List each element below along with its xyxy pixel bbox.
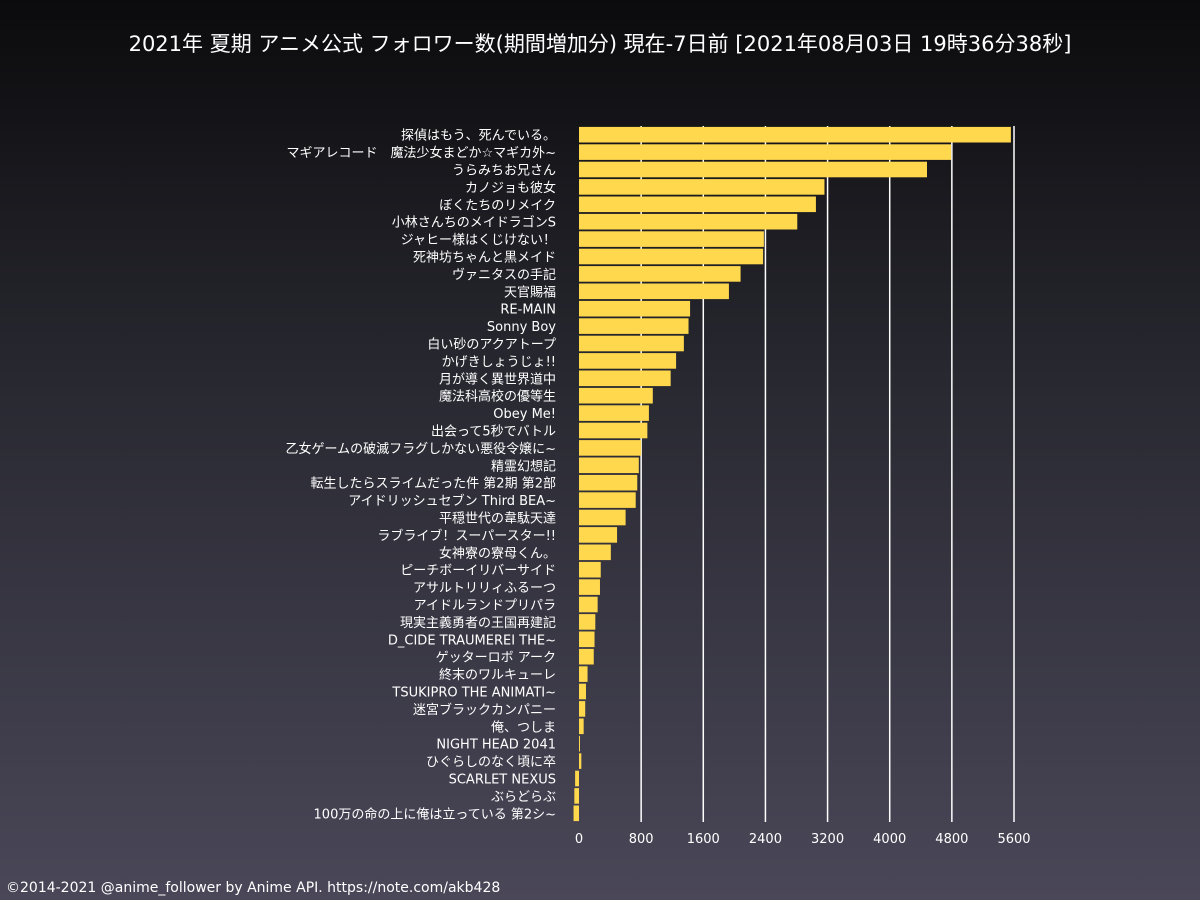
category-label: 死神坊ちゃんと黒メイド (413, 251, 556, 266)
bar (579, 266, 741, 282)
bar (579, 144, 952, 160)
footer-credit: ©2014-2021 @anime_follower by Anime API.… (6, 880, 501, 896)
category-label: 乙女ゲームの破滅フラグしかない悪役令嬢に~ (285, 441, 556, 457)
bar (579, 179, 825, 195)
category-label: SCARLET NEXUS (449, 773, 556, 788)
bar (579, 405, 649, 421)
category-label: アイドリッシュセブン Third BEA~ (348, 493, 556, 509)
category-label: 平穏世代の韋駄天達 (439, 512, 556, 527)
category-label: ジャヒー様はくじけない！ (401, 233, 556, 248)
bar (579, 370, 671, 387)
x-tick-label: 1600 (687, 832, 720, 847)
x-tick-label: 3200 (811, 832, 844, 847)
bar (579, 387, 653, 404)
category-label: アサルトリリィふるーつ (413, 581, 556, 596)
bars (573, 126, 1011, 822)
category-label: マギアレコード 魔法少女まどか☆マギカ外~ (286, 145, 556, 161)
category-label: カノジョも彼女 (465, 180, 556, 196)
bar (579, 596, 598, 613)
category-label: 終末のワルキューレ (439, 667, 556, 683)
bar (573, 805, 579, 822)
bar (579, 161, 927, 178)
bar (579, 422, 648, 439)
category-label: 精霊幻想記 (491, 458, 556, 474)
category-label: 小林さんちのメイドラゴンS (392, 215, 556, 231)
bar (579, 561, 601, 578)
x-tick-label: 4000 (873, 832, 906, 847)
bar (579, 440, 642, 456)
category-label: 月が導く異世界道中 (439, 372, 556, 387)
bar (579, 701, 586, 717)
bar (575, 770, 579, 787)
category-label: RE-MAIN (500, 303, 556, 318)
chart-title: 2021年 夏期 アニメ公式 フォロワー数(期間増加分) 現在-7日前 [202… (128, 32, 1072, 56)
category-label: NIGHT HEAD 2041 (436, 738, 556, 753)
bar (579, 318, 689, 334)
x-tick-label: 4800 (935, 832, 968, 847)
category-label: ラブライブ！スーパースター!! (377, 528, 556, 544)
category-labels: 探偵はもう、死んでいる。マギアレコード 魔法少女まどか☆マギカ外~ うらみちお兄さ… (285, 129, 556, 823)
bar (579, 527, 618, 543)
x-tick-label: 0 (575, 832, 583, 847)
category-label: Obey Me! (493, 407, 556, 422)
category-label: 魔法科高校の優等生 (439, 389, 556, 405)
category-label: 迷宮ブラックカンパニー (413, 702, 556, 718)
grid-lines (640, 126, 1015, 822)
category-label: 100万の命の上に俺は立っている 第2シ~ (314, 806, 556, 822)
category-label: かげきしょうじょ!! (442, 355, 556, 370)
category-label: D_CIDE TRAUMEREI THE~ (388, 633, 556, 648)
bar (579, 231, 764, 247)
category-label: うらみちお兄さん (452, 164, 556, 179)
bar (579, 544, 611, 561)
category-label: ひぐらしのなく頃に卒 (426, 755, 556, 770)
bar (579, 283, 729, 300)
category-label: 白い砂のアクアトープ (427, 337, 556, 353)
category-label: 俺、つしま (491, 720, 556, 735)
bar (579, 492, 636, 508)
bar (579, 126, 1011, 143)
bar (579, 683, 586, 700)
category-label: 女神寮の寮母くん。 (439, 545, 556, 561)
category-label: 現実主義勇者の王国再建記 (400, 615, 556, 631)
x-tick-label: 5600 (997, 832, 1030, 847)
bar (579, 300, 691, 317)
category-label: 出会って5秒でバトル (431, 425, 556, 440)
bar (579, 753, 582, 769)
category-label: 天官賜福 (504, 284, 556, 300)
x-tick-label: 800 (629, 832, 654, 847)
category-label: ピーチボーイリバーサイド (400, 564, 556, 579)
category-label: 探偵はもう、死んでいる。 (401, 129, 556, 144)
category-label: ぼくたちのリメイク (439, 198, 556, 213)
bar (579, 718, 584, 735)
bar (579, 509, 626, 526)
bar (579, 196, 816, 213)
bar (579, 248, 764, 265)
bar (579, 474, 638, 491)
category-label: ヴァニタスの手記 (452, 267, 556, 283)
bar (579, 666, 588, 682)
category-label: Sonny Boy (487, 320, 556, 335)
bar (579, 213, 798, 230)
bar (579, 735, 580, 752)
category-label: 転生したらスライムだった件 第2期 第2部 (310, 477, 556, 492)
category-label: ぶらどらぶ (491, 790, 556, 805)
x-tick-label: 2400 (749, 832, 782, 847)
x-axis-ticks: 0 800 1600 2400 3200 4000 4800 5600 (575, 832, 1031, 847)
bar (579, 335, 684, 352)
category-label: ゲッターロボ アーク (436, 651, 556, 666)
bar (579, 648, 594, 665)
category-label: アイドルランドプリパラ (414, 599, 556, 614)
bar (579, 457, 639, 474)
bar (579, 579, 600, 595)
bar (579, 631, 595, 648)
bar (579, 353, 677, 369)
bar (574, 788, 579, 804)
category-label: TSUKIPRO THE ANIMATI~ (391, 686, 556, 701)
bar (579, 614, 596, 630)
